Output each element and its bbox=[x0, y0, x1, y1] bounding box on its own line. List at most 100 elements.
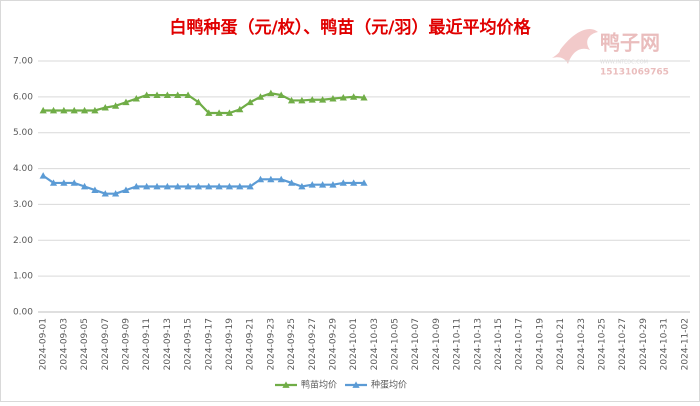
point-marker bbox=[205, 182, 213, 190]
point-marker bbox=[236, 182, 244, 190]
legend-marker bbox=[282, 381, 290, 388]
point-marker bbox=[80, 106, 89, 114]
point-marker bbox=[256, 93, 265, 100]
y-tick-label: 2.00 bbox=[13, 236, 33, 246]
y-tick-label: 3.00 bbox=[13, 200, 33, 210]
point-marker bbox=[143, 182, 151, 190]
x-tick-label: 2024-10-23 bbox=[577, 318, 587, 370]
point-marker bbox=[225, 109, 234, 116]
point-marker bbox=[350, 93, 358, 100]
x-tick-label: 2024-10-05 bbox=[391, 318, 401, 370]
point-marker bbox=[91, 186, 99, 193]
x-tick-label: 2024-10-27 bbox=[618, 318, 628, 370]
x-tick-label: 2024-09-07 bbox=[101, 318, 111, 370]
watermark-phone: 15131069765 bbox=[600, 68, 669, 78]
point-marker bbox=[80, 182, 89, 190]
y-tick-label: 7.00 bbox=[13, 57, 33, 67]
point-marker bbox=[194, 182, 203, 190]
point-marker bbox=[339, 93, 347, 101]
point-marker bbox=[39, 106, 47, 114]
watermark-site: WWW.INTEDC.COM bbox=[600, 60, 648, 66]
point-marker bbox=[236, 105, 244, 113]
point-marker bbox=[339, 179, 347, 186]
point-marker bbox=[256, 175, 265, 183]
x-tick-label: 2024-09-19 bbox=[225, 318, 235, 371]
x-tick-label: 2024-10-21 bbox=[556, 318, 566, 370]
point-marker bbox=[174, 91, 182, 98]
point-marker bbox=[91, 106, 99, 114]
legend-marker bbox=[352, 381, 360, 388]
point-marker bbox=[194, 98, 203, 106]
point-marker bbox=[360, 179, 368, 186]
point-marker bbox=[246, 182, 254, 190]
point-marker bbox=[277, 91, 285, 98]
watermark: 鸭子网 WWW.INTEDC.COM 15131069765 bbox=[552, 29, 669, 78]
y-tick-label: 4.00 bbox=[13, 164, 33, 174]
point-marker bbox=[132, 182, 140, 190]
point-marker bbox=[298, 96, 306, 104]
point-marker bbox=[153, 91, 161, 98]
x-tick-label: 2024-09-03 bbox=[59, 318, 69, 370]
y-tick-label: 6.00 bbox=[13, 92, 33, 102]
point-marker bbox=[360, 93, 368, 101]
watermark-name: 鸭子网 bbox=[600, 31, 660, 55]
point-marker bbox=[112, 102, 120, 109]
point-marker bbox=[70, 179, 78, 186]
point-marker bbox=[70, 106, 78, 114]
point-marker bbox=[215, 182, 223, 190]
legend-label: 鸭苗均价 bbox=[301, 379, 337, 391]
point-marker bbox=[184, 182, 192, 190]
y-tick-label: 5.00 bbox=[13, 128, 33, 138]
x-tick-label: 2024-10-31 bbox=[660, 318, 670, 370]
x-tick-label: 2024-09-15 bbox=[184, 318, 194, 370]
x-tick-label: 2024-09-01 bbox=[39, 318, 49, 370]
y-tick-label: 0.00 bbox=[13, 308, 33, 318]
point-marker bbox=[122, 98, 130, 106]
x-tick-label: 2024-10-11 bbox=[453, 318, 463, 370]
point-marker bbox=[49, 106, 58, 114]
x-tick-label: 2024-09-17 bbox=[204, 318, 214, 370]
point-marker bbox=[205, 109, 213, 116]
x-tick-label: 2024-10-15 bbox=[494, 318, 504, 370]
legend-label: 种蛋均价 bbox=[371, 379, 407, 391]
x-tick-label: 2024-10-03 bbox=[370, 318, 380, 370]
point-marker bbox=[60, 179, 68, 186]
point-marker bbox=[308, 96, 316, 103]
x-tick-label: 2024-10-29 bbox=[639, 318, 649, 371]
point-marker bbox=[122, 186, 130, 193]
point-marker bbox=[153, 182, 161, 190]
point-marker bbox=[287, 96, 296, 104]
point-marker bbox=[112, 190, 120, 197]
point-marker bbox=[132, 95, 140, 102]
x-tick-label: 2024-09-05 bbox=[80, 318, 90, 370]
point-marker bbox=[267, 89, 275, 97]
x-tick-label: 2024-10-17 bbox=[515, 318, 525, 370]
point-marker bbox=[101, 190, 109, 197]
point-marker bbox=[174, 182, 182, 190]
point-marker bbox=[163, 182, 171, 190]
x-tick-label: 2024-10-19 bbox=[535, 318, 545, 371]
point-marker bbox=[184, 91, 192, 98]
point-marker bbox=[319, 96, 327, 103]
point-marker bbox=[49, 179, 58, 186]
point-marker bbox=[267, 175, 275, 183]
x-tick-label: 2024-09-21 bbox=[246, 318, 256, 370]
point-marker bbox=[319, 181, 327, 188]
x-tick-label: 2024-10-13 bbox=[473, 318, 483, 370]
point-marker bbox=[277, 175, 285, 183]
x-tick-label: 2024-09-29 bbox=[328, 318, 338, 371]
point-marker bbox=[287, 179, 296, 186]
point-marker bbox=[329, 181, 337, 188]
point-marker bbox=[329, 95, 337, 102]
x-tick-label: 2024-10-25 bbox=[598, 318, 608, 370]
point-marker bbox=[163, 91, 171, 98]
watermark-icon bbox=[552, 29, 598, 64]
point-marker bbox=[39, 172, 47, 179]
x-tick-label: 2024-09-23 bbox=[266, 318, 276, 370]
point-marker bbox=[215, 109, 223, 116]
x-tick-label: 2024-09-27 bbox=[308, 318, 318, 370]
x-tick-label: 2024-09-13 bbox=[163, 318, 173, 370]
point-marker bbox=[143, 91, 151, 98]
